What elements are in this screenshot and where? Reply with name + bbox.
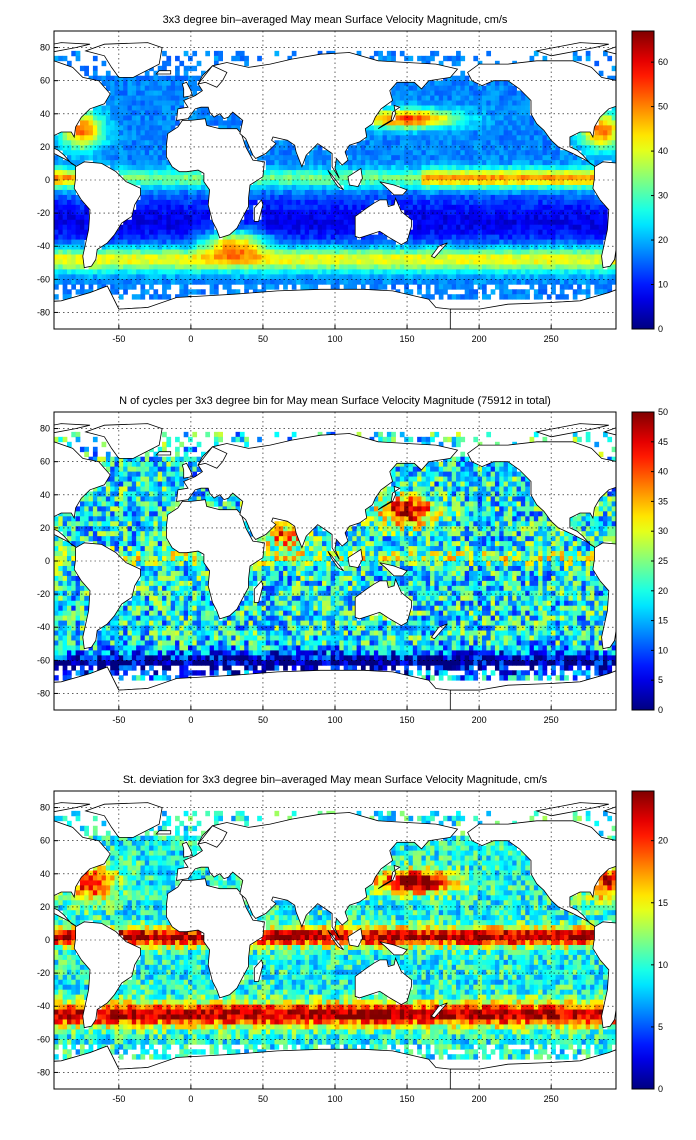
x-tick-label: 250 bbox=[544, 334, 559, 344]
y-tick-label: -40 bbox=[37, 241, 50, 251]
x-tick-label: 250 bbox=[544, 1094, 559, 1104]
y-tick-label: 0 bbox=[45, 175, 50, 185]
colorbar-scale bbox=[631, 30, 655, 330]
y-tick-label: -80 bbox=[37, 688, 50, 698]
coastlines bbox=[54, 802, 616, 1089]
y-tick-label: 0 bbox=[45, 935, 50, 945]
x-tick-label: 50 bbox=[258, 1094, 268, 1104]
y-tick-label: 60 bbox=[40, 836, 50, 846]
colorbar-tick-label: 20 bbox=[658, 586, 668, 596]
y-tick-label: -20 bbox=[37, 208, 50, 218]
x-tick-label: 0 bbox=[188, 334, 193, 344]
grid-lines bbox=[54, 31, 616, 329]
y-tick-label: -60 bbox=[37, 655, 50, 665]
colorbar-tick-label: 30 bbox=[658, 526, 668, 536]
y-tick-label: -40 bbox=[37, 622, 50, 632]
colorbar-tick-label: 10 bbox=[658, 645, 668, 655]
x-tick-label: 200 bbox=[472, 334, 487, 344]
y-tick-label: -60 bbox=[37, 274, 50, 284]
x-tick-label: -50 bbox=[112, 1094, 125, 1104]
colorbar-tick-label: 35 bbox=[658, 496, 668, 506]
colorbar: 0 5 10 15 20 bbox=[631, 790, 668, 1094]
coastlines bbox=[54, 42, 616, 329]
x-tick-label: 50 bbox=[258, 334, 268, 344]
colorbar-tick-label: 25 bbox=[658, 556, 668, 566]
colorbar-tick-label: 50 bbox=[658, 102, 668, 112]
x-tick-label: 0 bbox=[188, 715, 193, 725]
x-tick-label: 100 bbox=[327, 1094, 342, 1104]
x-tick-label: 150 bbox=[400, 334, 415, 344]
map-panel-3: St. deviation for 3x3 degree bin–average… bbox=[37, 774, 668, 1104]
y-tick-label: 60 bbox=[40, 457, 50, 467]
x-tick-label: 100 bbox=[327, 334, 342, 344]
y-tick-label: 40 bbox=[40, 490, 50, 500]
colorbar-tick-label: 5 bbox=[658, 1022, 663, 1032]
colorbar-tick-label: 5 bbox=[658, 675, 663, 685]
bin-cells bbox=[54, 50, 616, 300]
colorbar-scale bbox=[631, 790, 655, 1090]
x-tick-label: 150 bbox=[400, 715, 415, 725]
bin-cells bbox=[54, 810, 616, 1060]
x-tick-label: 200 bbox=[472, 715, 487, 725]
colorbar-tick-label: 50 bbox=[658, 407, 668, 417]
y-tick-label: -20 bbox=[37, 968, 50, 978]
colorbar-tick-label: 0 bbox=[658, 705, 663, 715]
y-tick-label: 0 bbox=[45, 556, 50, 566]
coastlines bbox=[54, 423, 616, 710]
x-tick-label: -50 bbox=[112, 715, 125, 725]
y-tick-label: 20 bbox=[40, 902, 50, 912]
colorbar-tick-label: 10 bbox=[658, 280, 668, 290]
colorbar-tick-label: 60 bbox=[658, 57, 668, 67]
grid-lines bbox=[54, 791, 616, 1089]
x-tick-label: 0 bbox=[188, 1094, 193, 1104]
y-tick-label: 80 bbox=[40, 803, 50, 813]
colorbar-tick-label: 20 bbox=[658, 836, 668, 846]
panel-title: St. deviation for 3x3 degree bin–average… bbox=[123, 774, 548, 786]
colorbar: 0 5 10 15 20 25 30 35 40 45 50 bbox=[631, 407, 668, 715]
colorbar-tick-label: 20 bbox=[658, 235, 668, 245]
y-tick-label: 60 bbox=[40, 76, 50, 86]
y-tick-label: 80 bbox=[40, 424, 50, 434]
colorbar-tick-label: 15 bbox=[658, 616, 668, 626]
colorbar-tick-label: 45 bbox=[658, 437, 668, 447]
colorbar-tick-label: 10 bbox=[658, 960, 668, 970]
y-tick-label: -80 bbox=[37, 307, 50, 317]
x-tick-label: 100 bbox=[327, 715, 342, 725]
y-tick-label: 80 bbox=[40, 43, 50, 53]
x-tick-label: 150 bbox=[400, 1094, 415, 1104]
y-tick-label: 20 bbox=[40, 142, 50, 152]
colorbar-tick-label: 0 bbox=[658, 1084, 663, 1094]
colorbar-tick-label: 40 bbox=[658, 146, 668, 156]
y-tick-label: 40 bbox=[40, 869, 50, 879]
grid-lines bbox=[54, 412, 616, 710]
x-tick-label: 50 bbox=[258, 715, 268, 725]
x-tick-label: -50 bbox=[112, 334, 125, 344]
colorbar: 0 10 20 30 40 50 60 bbox=[631, 30, 668, 334]
map-panel-2: N of cycles per 3x3 degree bin for May m… bbox=[37, 395, 668, 725]
bin-cells bbox=[54, 431, 616, 681]
y-tick-label: 40 bbox=[40, 109, 50, 119]
colorbar-scale bbox=[631, 411, 655, 711]
y-tick-label: -40 bbox=[37, 1001, 50, 1011]
colorbar-tick-label: 40 bbox=[658, 467, 668, 477]
map-panel-1: 3x3 degree bin–averaged May mean Surface… bbox=[37, 14, 668, 344]
y-tick-label: -60 bbox=[37, 1034, 50, 1044]
y-tick-label: -20 bbox=[37, 589, 50, 599]
colorbar-tick-label: 0 bbox=[658, 324, 663, 334]
y-tick-label: 20 bbox=[40, 523, 50, 533]
x-tick-label: 250 bbox=[544, 715, 559, 725]
y-tick-label: -80 bbox=[37, 1067, 50, 1077]
colorbar-tick-label: 30 bbox=[658, 191, 668, 201]
panel-title: N of cycles per 3x3 degree bin for May m… bbox=[119, 395, 551, 407]
colorbar-tick-label: 15 bbox=[658, 898, 668, 908]
x-tick-label: 200 bbox=[472, 1094, 487, 1104]
panel-title: 3x3 degree bin–averaged May mean Surface… bbox=[163, 14, 508, 26]
